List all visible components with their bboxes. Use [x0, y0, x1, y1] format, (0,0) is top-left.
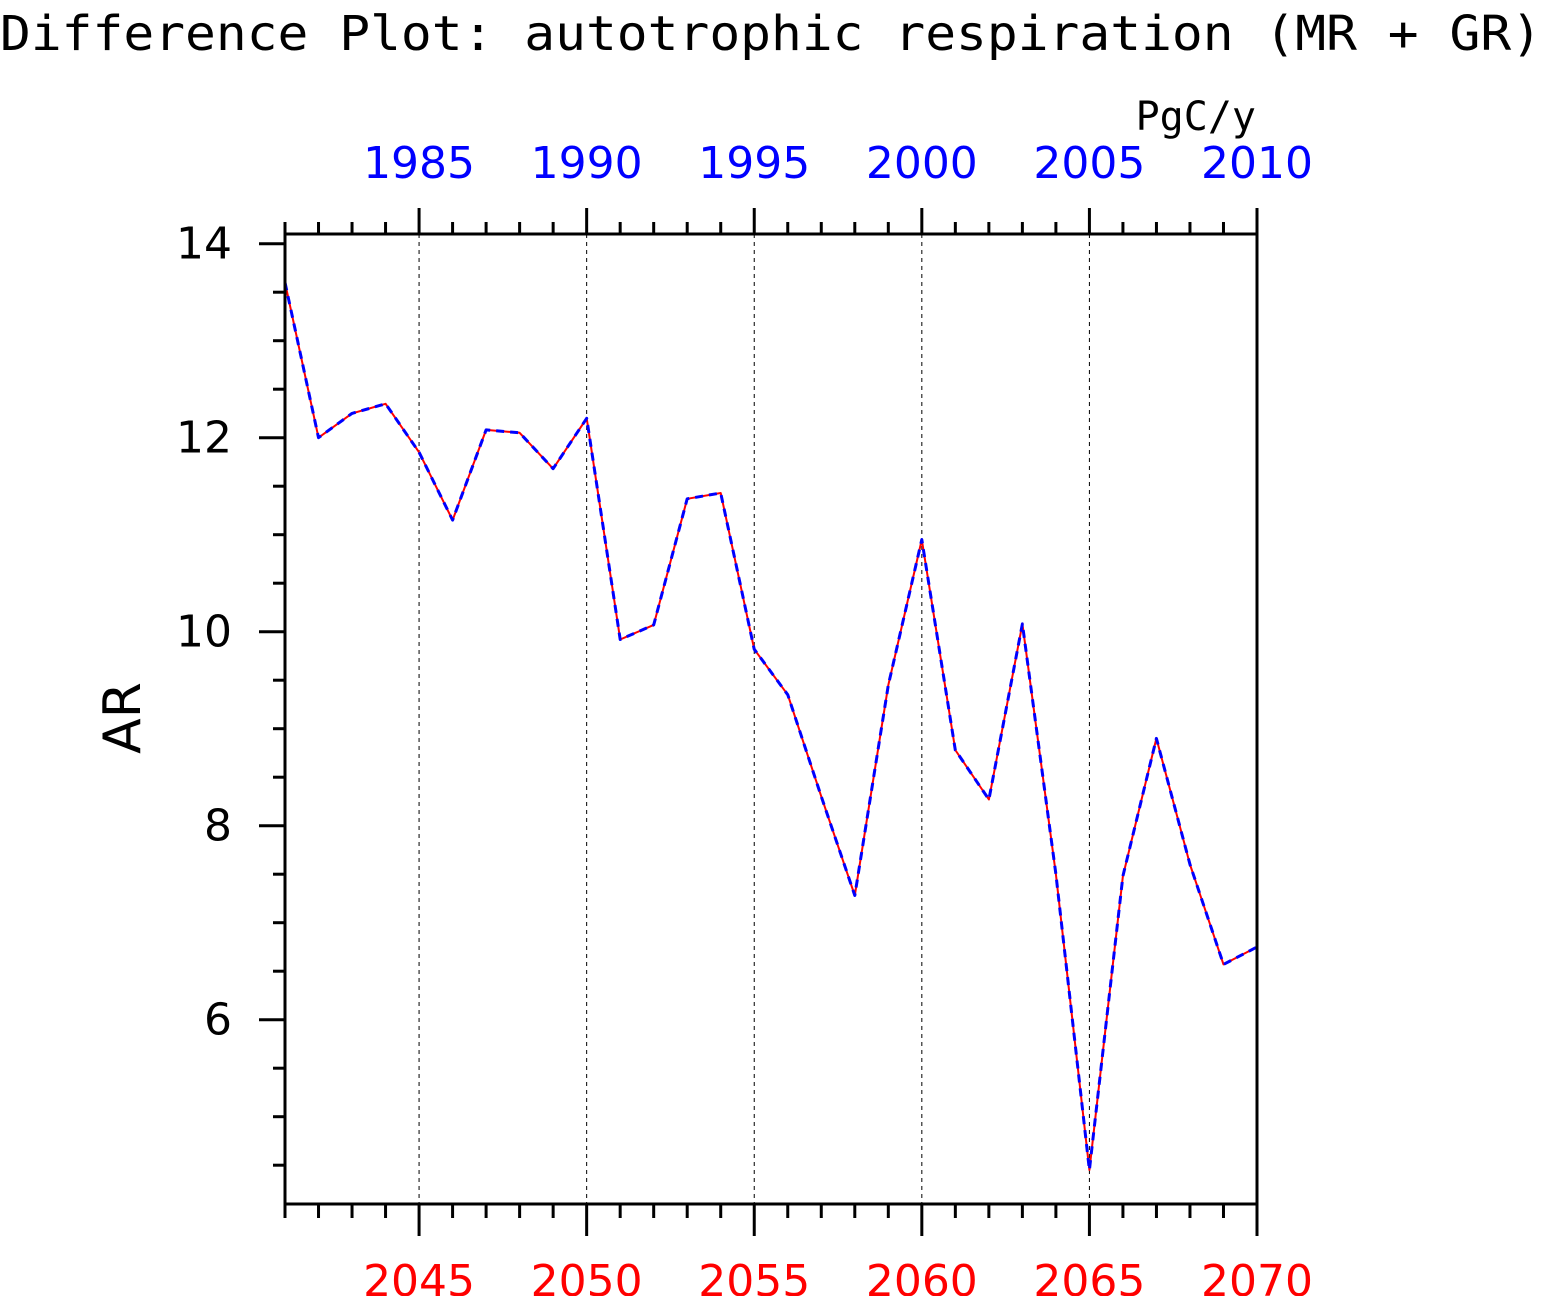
y-tick-label: 6 [204, 995, 232, 1046]
x-bottom-tick-label: 2060 [866, 1256, 978, 1296]
x-top-tick-label: 2010 [1201, 138, 1313, 189]
x-top-tick-label: 1985 [363, 138, 475, 189]
grid-lines [418, 234, 1090, 1204]
units-label: PgC/y [1136, 94, 1256, 140]
x-bottom-tick-label: 2045 [363, 1256, 475, 1296]
x-top-tick-label: 2005 [1033, 138, 1145, 189]
y-tick-label: 10 [176, 607, 232, 658]
data-series [283, 282, 1258, 1172]
series-line-1 [284, 282, 1258, 1171]
y-tick-label: 14 [176, 219, 232, 270]
x-top-tick-label: 2000 [866, 138, 978, 189]
y-tick-label: 8 [204, 801, 232, 852]
x-bottom-tick-label: 2065 [1033, 1256, 1145, 1296]
x-bottom-tick-label: 2070 [1201, 1256, 1313, 1296]
y-axis-label: AR [93, 682, 153, 754]
x-bottom-tick-label: 2055 [698, 1256, 810, 1296]
x-top-tick-label: 1995 [698, 138, 810, 189]
plot-frame [283, 232, 1259, 1206]
y-tick-label: 12 [176, 413, 232, 464]
series-line-2 [283, 282, 1258, 1172]
chart-title: Difference Plot: autotrophic respiration… [0, 6, 1542, 62]
x-top-tick-label: 1990 [531, 138, 643, 189]
axis-ticks: 2045 2050 2055 2060 2065 2070 1985 1990 1995 2000… [176, 138, 1313, 1296]
x-bottom-tick-label: 2050 [531, 1256, 643, 1296]
